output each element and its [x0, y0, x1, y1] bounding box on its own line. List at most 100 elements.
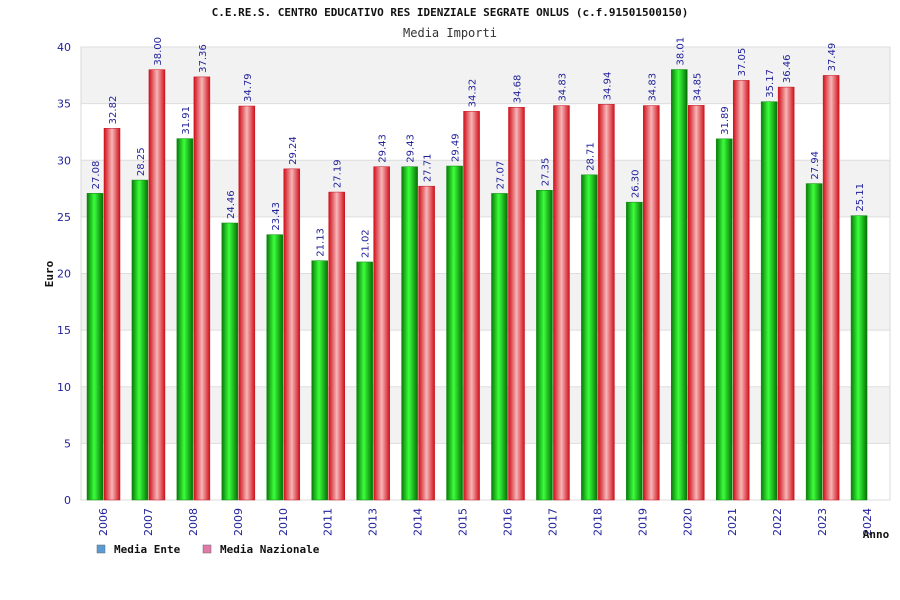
data-label: 38.01	[675, 37, 686, 66]
bar-media-nazionale	[148, 69, 166, 501]
y-tick-label: 15	[57, 324, 71, 337]
bars	[86, 69, 868, 501]
data-label: 34.85	[692, 73, 703, 102]
legend-label-media-nazionale: Media Nazionale	[220, 543, 320, 556]
x-tick-label: 2013	[367, 508, 380, 536]
data-label: 21.13	[316, 228, 327, 257]
data-label: 34.94	[602, 72, 613, 101]
x-tick-label: 2017	[546, 508, 559, 536]
data-label: 28.71	[585, 142, 596, 171]
bar-media-nazionale	[598, 104, 615, 501]
bar-media-ente	[671, 69, 688, 501]
bar-media-nazionale	[418, 185, 435, 501]
y-tick-label: 5	[64, 437, 71, 450]
chart-subtitle: Media Importi	[403, 26, 497, 40]
bar-media-ente	[805, 183, 823, 501]
data-label: 35.17	[765, 69, 776, 98]
y-tick-label: 40	[57, 41, 71, 54]
x-tick-label: 2020	[681, 508, 694, 536]
chart-title: C.E.RE.S. CENTRO EDUCATIVO RES IDENZIALE…	[212, 6, 689, 19]
data-label: 34.32	[468, 79, 479, 108]
bar-media-nazionale	[373, 166, 390, 501]
x-tick-label: 2008	[187, 508, 200, 536]
data-label: 32.82	[108, 96, 119, 125]
data-label: 23.43	[271, 202, 282, 231]
bar-media-ente	[491, 193, 508, 501]
y-tick-label: 35	[57, 98, 71, 111]
bar-media-nazionale	[508, 106, 525, 501]
x-axis-ticks: 2006 2007 2008 2009 2010 2011 2013 2014 2015 2016…	[97, 508, 874, 536]
bar-media-ente	[850, 215, 868, 501]
plot-band	[81, 103, 890, 161]
bar-media-ente	[266, 234, 284, 501]
bar-media-ente	[760, 101, 778, 501]
plot-band	[81, 273, 890, 331]
bar-media-nazionale	[822, 75, 840, 501]
data-label: 34.83	[557, 73, 568, 102]
data-label: 25.11	[855, 183, 866, 212]
bar-media-ente	[86, 193, 104, 501]
plot-background	[80, 46, 891, 501]
plot-band	[81, 160, 890, 217]
x-tick-label: 2021	[726, 508, 739, 536]
data-label: 37.36	[198, 44, 209, 73]
bar-media-nazionale	[193, 76, 211, 501]
y-axis-ticks: 0 5 10 15 20 25 30 35 40	[57, 41, 71, 507]
x-tick-label: 2014	[412, 508, 425, 536]
bar-media-nazionale	[553, 105, 570, 501]
data-label: 27.07	[496, 161, 507, 190]
x-tick-label: 2015	[457, 508, 470, 536]
bar-media-ente	[131, 179, 149, 501]
data-label: 34.68	[513, 75, 524, 104]
data-label: 27.71	[423, 154, 434, 183]
y-tick-label: 25	[57, 211, 71, 224]
data-label: 38.00	[153, 37, 164, 66]
data-label: 28.25	[136, 147, 147, 176]
legend-swatch-media-nazionale	[202, 544, 212, 554]
bar-media-ente	[581, 174, 598, 501]
data-label: 27.35	[540, 158, 551, 187]
plot-band	[81, 216, 890, 274]
data-label: 29.24	[288, 136, 299, 165]
legend: Media Ente Media Nazionale	[96, 543, 320, 556]
bar-media-nazionale	[328, 191, 345, 501]
x-tick-label: 2011	[322, 508, 335, 536]
bar-media-ente	[176, 138, 194, 501]
bar-media-nazionale	[643, 105, 660, 501]
x-tick-label: 2007	[142, 508, 155, 536]
data-label: 29.49	[451, 133, 462, 162]
bar-media-nazionale	[732, 80, 750, 501]
bar-media-nazionale	[238, 105, 256, 501]
plot-band	[81, 330, 890, 387]
bar-media-ente	[356, 261, 373, 501]
legend-label-media-ente: Media Ente	[114, 543, 181, 556]
plot-band	[81, 443, 890, 500]
y-tick-label: 0	[64, 494, 71, 507]
x-tick-label: 2006	[97, 508, 110, 536]
data-label: 27.94	[810, 151, 821, 180]
x-axis-label: Anno	[863, 528, 890, 541]
bar-media-nazionale	[103, 128, 121, 501]
grid-lines	[81, 46, 890, 501]
x-tick-label: 2022	[771, 508, 784, 536]
x-tick-label: 2016	[502, 508, 515, 536]
legend-swatch-media-ente	[96, 544, 106, 554]
plot-band	[81, 386, 890, 444]
y-tick-label: 10	[57, 381, 71, 394]
data-labels: 27.08 32.82 28.25 38.00 31.91 37.36 24.46 34.79…	[91, 37, 866, 258]
bar-media-nazionale	[463, 111, 480, 501]
data-label: 29.43	[378, 134, 389, 163]
data-label: 31.91	[181, 106, 192, 135]
data-label: 36.46	[782, 54, 793, 83]
x-tick-label: 2023	[816, 508, 829, 536]
data-label: 26.30	[630, 170, 641, 199]
data-label: 37.05	[737, 48, 748, 77]
y-tick-label: 30	[57, 154, 71, 167]
plot-band	[81, 47, 890, 104]
bar-media-nazionale	[688, 105, 705, 501]
data-label: 34.79	[243, 73, 254, 102]
data-label: 21.02	[361, 229, 372, 258]
data-label: 29.43	[406, 134, 417, 163]
data-label: 37.49	[827, 43, 838, 72]
